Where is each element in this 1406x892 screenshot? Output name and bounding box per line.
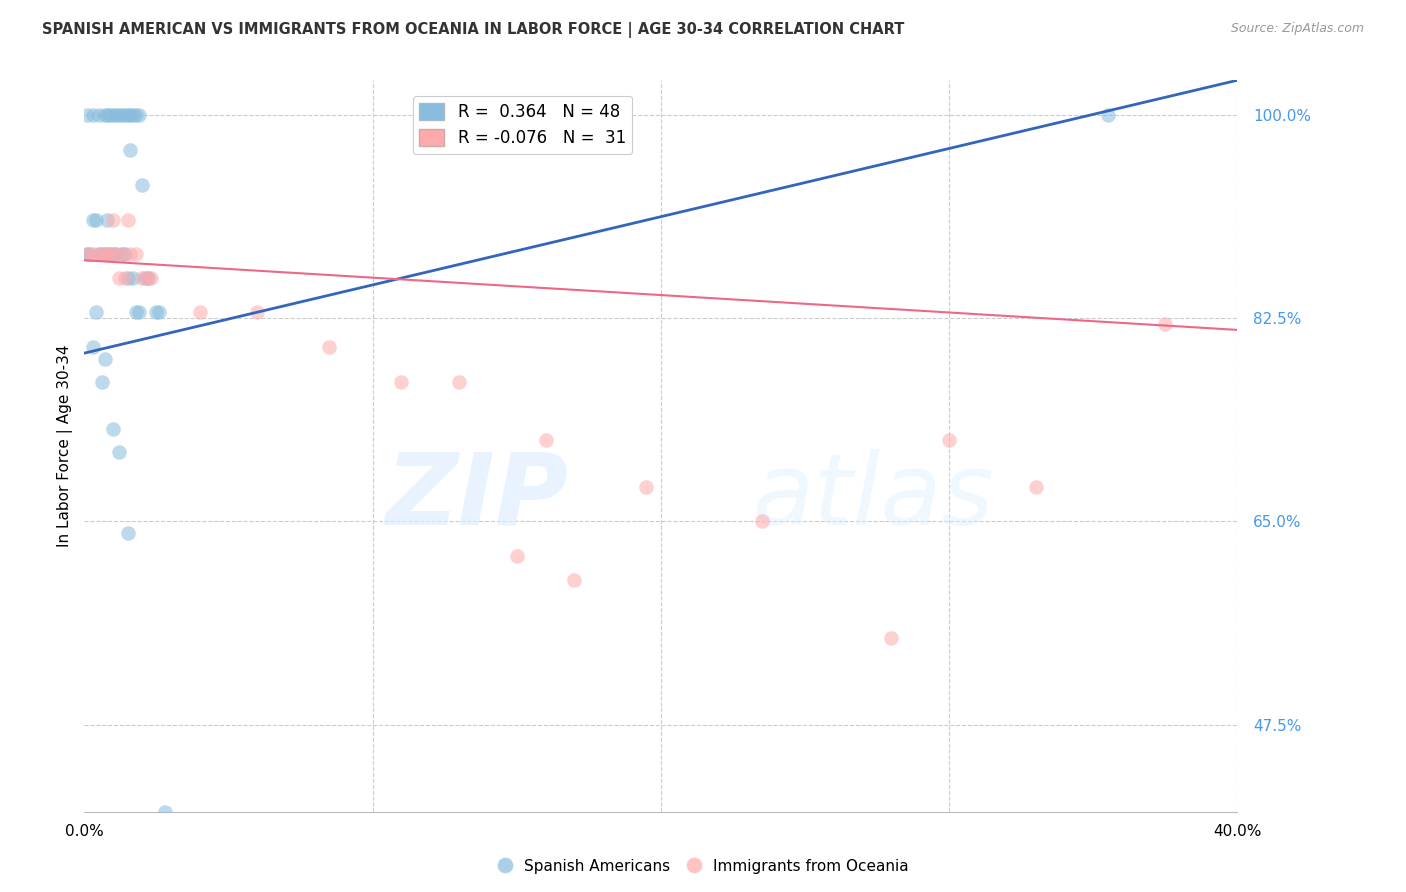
Text: ZIP: ZIP [385, 449, 568, 546]
Point [111, 108, 134, 122]
Point [96, 212, 118, 227]
Point [534, 433, 557, 447]
Point [96, 108, 118, 122]
Point [98, 247, 121, 261]
Legend: Spanish Americans, Immigrants from Oceania: Spanish Americans, Immigrants from Ocean… [491, 853, 915, 880]
Point [76, 247, 98, 261]
Point [114, 108, 136, 122]
Point [103, 108, 124, 122]
Point [318, 340, 340, 354]
Point [82, 212, 104, 227]
Point [103, 212, 124, 227]
Point [84, 305, 107, 319]
Point [136, 270, 159, 285]
Legend: R =  0.364   N = 48, R = -0.076   N =  31: R = 0.364 N = 48, R = -0.076 N = 31 [412, 96, 633, 154]
Point [111, 247, 134, 261]
Point [636, 480, 658, 494]
Point [145, 305, 167, 319]
Point [103, 247, 124, 261]
Point [105, 108, 128, 122]
Text: Source: ZipAtlas.com: Source: ZipAtlas.com [1230, 22, 1364, 36]
Point [120, 143, 142, 157]
Point [1025, 480, 1047, 494]
Point [120, 247, 142, 261]
Point [131, 270, 153, 285]
Point [93, 108, 115, 122]
Point [128, 108, 150, 122]
Point [188, 305, 211, 319]
Point [98, 108, 121, 122]
Point [117, 108, 139, 122]
Point [82, 108, 104, 122]
Point [103, 421, 124, 435]
Point [117, 270, 139, 285]
Point [93, 247, 115, 261]
Point [122, 108, 145, 122]
Point [114, 270, 136, 285]
Point [105, 247, 128, 261]
Point [449, 375, 471, 389]
Point [82, 247, 104, 261]
Point [391, 375, 413, 389]
Point [1097, 108, 1119, 122]
Point [125, 108, 148, 122]
Point [125, 305, 148, 319]
Point [90, 247, 112, 261]
Point [87, 108, 110, 122]
Point [117, 212, 139, 227]
Point [125, 247, 148, 261]
Point [120, 108, 142, 122]
Point [139, 270, 162, 285]
Point [134, 270, 156, 285]
Point [153, 805, 176, 819]
Point [564, 573, 586, 587]
Point [160, 828, 183, 842]
Point [105, 247, 128, 261]
Point [122, 270, 145, 285]
Point [108, 108, 131, 122]
Point [938, 433, 960, 447]
Point [880, 631, 903, 645]
Point [87, 247, 110, 261]
Point [98, 247, 121, 261]
Point [96, 247, 118, 261]
Point [1154, 317, 1177, 331]
Point [117, 526, 139, 541]
Text: SPANISH AMERICAN VS IMMIGRANTS FROM OCEANIA IN LABOR FORCE | AGE 30-34 CORRELATI: SPANISH AMERICAN VS IMMIGRANTS FROM OCEA… [42, 22, 904, 38]
Point [90, 375, 112, 389]
Point [751, 515, 773, 529]
Point [506, 549, 529, 564]
Point [148, 305, 170, 319]
Point [76, 108, 98, 122]
Point [108, 270, 131, 285]
Text: atlas: atlas [754, 449, 994, 546]
Y-axis label: In Labor Force | Age 30-34: In Labor Force | Age 30-34 [58, 344, 73, 548]
Point [93, 351, 115, 366]
Point [111, 247, 134, 261]
Point [76, 247, 98, 261]
Point [108, 445, 131, 459]
Point [82, 340, 104, 354]
Point [87, 247, 110, 261]
Point [84, 212, 107, 227]
Point [131, 178, 153, 192]
Point [128, 305, 150, 319]
Point [79, 247, 101, 261]
Point [246, 305, 269, 319]
Point [136, 270, 159, 285]
Point [114, 247, 136, 261]
Point [93, 247, 115, 261]
